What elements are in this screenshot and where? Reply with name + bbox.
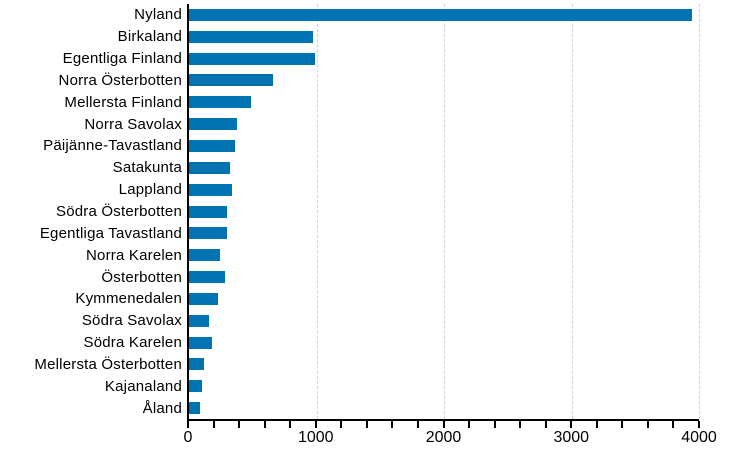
- category-label: Norra Österbotten: [58, 71, 182, 89]
- axis-tick: [263, 421, 266, 428]
- bar-row: [189, 135, 699, 157]
- bar: [189, 8, 692, 21]
- category-label: Nyland: [134, 6, 182, 24]
- category-axis: Nyland Birkaland Egentliga Finland Norra Ös…: [0, 4, 182, 419]
- bar: [189, 205, 227, 218]
- bar: [189, 118, 238, 131]
- axis-tick: [468, 421, 471, 428]
- bar-row: [189, 179, 699, 201]
- axis-tick: [187, 421, 189, 428]
- axis-tick: [493, 421, 496, 428]
- plot-area: [189, 4, 700, 419]
- category-label: Kajanaland: [104, 377, 182, 395]
- category-label: Österbotten: [101, 268, 182, 286]
- axis-tick: [314, 421, 317, 428]
- bar-row: [189, 310, 699, 332]
- category-label: Egentliga Tavastland: [39, 224, 182, 242]
- gridline: [699, 4, 700, 419]
- gridline: [444, 4, 445, 419]
- axis-tick: [519, 421, 522, 428]
- bar-row: [189, 70, 699, 92]
- bar: [189, 74, 274, 87]
- bar-row: [189, 397, 699, 419]
- bar: [189, 292, 219, 305]
- axis-tick: [289, 421, 292, 428]
- axis-tick: [698, 421, 700, 428]
- bar: [189, 52, 315, 65]
- axis-tick: [672, 421, 675, 428]
- category-label: Kymmenedalen: [75, 290, 182, 308]
- bar-row: [189, 244, 699, 266]
- x-axis-line: [187, 419, 699, 421]
- bar-row: [189, 113, 699, 135]
- category-label: Mellersta Finland: [64, 93, 182, 111]
- category-label: Lappland: [118, 181, 182, 199]
- bar: [189, 183, 233, 196]
- category-label: Södra Karelen: [83, 334, 182, 352]
- axis-tick-label: 2000: [425, 429, 462, 446]
- bar: [189, 358, 205, 371]
- bar-row: [189, 157, 699, 179]
- axis-tick: [621, 421, 624, 428]
- category-label: Birkaland: [117, 28, 182, 46]
- category-label: Egentliga Finland: [62, 50, 182, 68]
- bar-row: [189, 266, 699, 288]
- bar-row: [189, 201, 699, 223]
- bar: [189, 380, 203, 393]
- gridline: [316, 4, 318, 419]
- bar: [189, 161, 231, 174]
- axis-tick: [391, 421, 394, 428]
- axis-tick-label: 4000: [681, 429, 717, 446]
- x-axis-ticks: [187, 421, 700, 428]
- axis-tick: [212, 421, 215, 428]
- category-label: Södra Österbotten: [56, 203, 182, 221]
- bar-row: [189, 354, 699, 376]
- axis-tick: [442, 421, 445, 428]
- bar: [189, 336, 212, 349]
- axis-tick-label: 3000: [553, 429, 590, 446]
- axis-tick: [595, 421, 598, 428]
- bar-row: [189, 332, 699, 354]
- gridline: [571, 4, 573, 419]
- axis-tick-label: 0: [183, 429, 193, 446]
- category-label: Mellersta Österbotten: [34, 355, 182, 373]
- x-axis-tick-labels: 0 1000 2000 3000 4000: [184, 429, 717, 449]
- bars-group: [189, 4, 699, 419]
- bar-row: [189, 4, 699, 26]
- category-label: Päijänne-Tavastland: [43, 137, 182, 155]
- axis-tick: [416, 421, 419, 428]
- category-label: Satakunta: [112, 159, 182, 177]
- category-label: Norra Savolax: [84, 115, 182, 133]
- bar-row: [189, 288, 699, 310]
- bar: [189, 227, 228, 240]
- category-label: Södra Savolax: [81, 312, 182, 330]
- bar: [189, 249, 221, 262]
- bar-row: [189, 375, 699, 397]
- category-label: Norra Karelen: [86, 246, 182, 264]
- bar: [189, 139, 235, 152]
- category-label: Åland: [142, 399, 182, 417]
- axis-tick-label: 1000: [297, 429, 334, 446]
- axis-tick: [646, 421, 649, 428]
- bar: [189, 30, 314, 43]
- axis-tick: [365, 421, 368, 428]
- bar: [189, 314, 210, 327]
- bar: [189, 271, 225, 284]
- bar: [189, 402, 200, 415]
- bar: [189, 96, 252, 109]
- axis-tick: [570, 421, 573, 428]
- y-axis-line: [187, 4, 189, 421]
- axis-tick: [238, 421, 241, 428]
- axis-tick: [340, 421, 343, 428]
- axis-tick: [544, 421, 547, 428]
- bar-row: [189, 48, 699, 70]
- bar-row: [189, 26, 699, 48]
- bar-row: [189, 91, 699, 113]
- bar-row: [189, 222, 699, 244]
